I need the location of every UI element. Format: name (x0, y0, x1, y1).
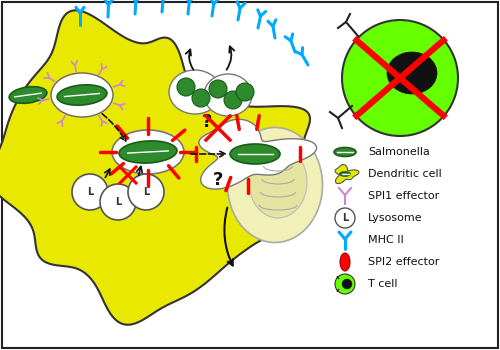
Text: L: L (115, 197, 121, 207)
Circle shape (335, 208, 355, 228)
Circle shape (177, 78, 195, 96)
Circle shape (224, 91, 242, 109)
Circle shape (335, 274, 355, 294)
Text: SPI2 effector: SPI2 effector (368, 257, 440, 267)
Ellipse shape (9, 87, 47, 103)
Ellipse shape (334, 147, 356, 156)
Text: MHC II: MHC II (368, 235, 404, 245)
Polygon shape (199, 119, 316, 189)
Ellipse shape (51, 73, 113, 117)
Ellipse shape (57, 85, 107, 105)
Text: T cell: T cell (368, 279, 398, 289)
Polygon shape (0, 10, 312, 325)
Circle shape (236, 83, 254, 101)
Ellipse shape (387, 52, 437, 94)
Text: L: L (342, 213, 348, 223)
Circle shape (192, 89, 210, 107)
Circle shape (128, 174, 164, 210)
Ellipse shape (340, 253, 350, 271)
Circle shape (209, 80, 227, 98)
Ellipse shape (340, 172, 350, 176)
Circle shape (72, 174, 108, 210)
Text: Salmonella: Salmonella (368, 147, 430, 157)
Text: L: L (143, 187, 149, 197)
Circle shape (100, 184, 136, 220)
Ellipse shape (169, 70, 221, 114)
Ellipse shape (204, 74, 252, 116)
Text: L: L (87, 187, 93, 197)
Polygon shape (335, 164, 359, 184)
Ellipse shape (249, 146, 307, 218)
Circle shape (342, 20, 458, 136)
Text: Lysosome: Lysosome (368, 213, 422, 223)
Text: SPI1 effector: SPI1 effector (368, 191, 440, 201)
Text: ?: ? (202, 113, 212, 131)
Circle shape (342, 279, 352, 289)
Ellipse shape (119, 141, 177, 163)
Text: ?: ? (213, 171, 223, 189)
Ellipse shape (230, 144, 280, 164)
Ellipse shape (112, 130, 184, 174)
Text: Dendritic cell: Dendritic cell (368, 169, 442, 179)
Ellipse shape (228, 127, 322, 243)
